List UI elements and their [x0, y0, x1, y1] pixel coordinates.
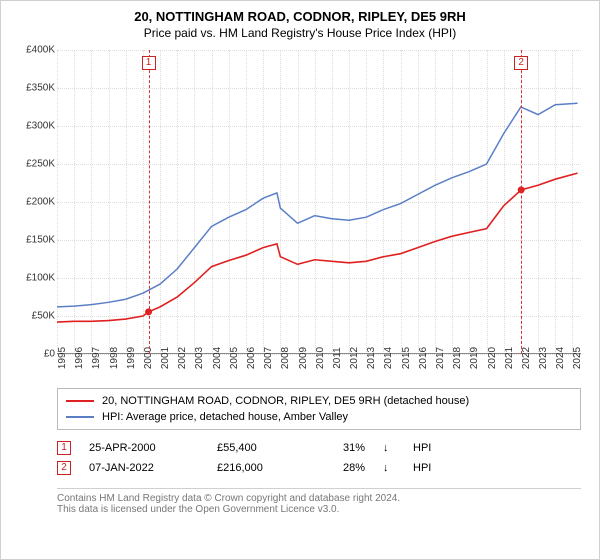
- legend-label: HPI: Average price, detached house, Ambe…: [102, 411, 348, 423]
- event-row-hpi-label: HPI: [413, 462, 431, 474]
- series-line: [57, 103, 578, 307]
- event-row-price: £216,000: [217, 462, 297, 474]
- x-tick-label: 2003: [194, 347, 205, 369]
- chart-container: 20, NOTTINGHAM ROAD, CODNOR, RIPLEY, DE5…: [0, 0, 600, 560]
- y-tick-label: £50K: [15, 311, 55, 322]
- event-row-delta: 31%: [315, 442, 365, 454]
- footer-line-2: This data is licensed under the Open Gov…: [57, 504, 581, 515]
- x-tick-label: 2024: [555, 347, 566, 369]
- down-arrow-icon: ↓: [383, 442, 395, 454]
- down-arrow-icon: ↓: [383, 462, 395, 474]
- x-tick-label: 2016: [418, 347, 429, 369]
- x-tick-label: 2009: [298, 347, 309, 369]
- y-tick-label: £100K: [15, 273, 55, 284]
- x-tick-label: 2006: [246, 347, 257, 369]
- x-tick-label: 2005: [229, 347, 240, 369]
- x-tick-label: 2023: [538, 347, 549, 369]
- y-tick-label: £250K: [15, 159, 55, 170]
- event-row-delta: 28%: [315, 462, 365, 474]
- x-tick-label: 1998: [109, 347, 120, 369]
- event-row-date: 07-JAN-2022: [89, 462, 199, 474]
- title-block: 20, NOTTINGHAM ROAD, CODNOR, RIPLEY, DE5…: [15, 9, 585, 40]
- legend-swatch: [66, 416, 94, 418]
- x-tick-label: 1995: [57, 347, 68, 369]
- event-badge: 2: [514, 56, 528, 70]
- event-row-hpi-label: HPI: [413, 442, 431, 454]
- x-tick-label: 2017: [435, 347, 446, 369]
- event-row-date: 25-APR-2000: [89, 442, 199, 454]
- event-row: 1 25-APR-2000 £55,400 31% ↓ HPI: [57, 438, 581, 458]
- x-tick-label: 2007: [263, 347, 274, 369]
- legend-swatch: [66, 400, 94, 402]
- x-tick-label: 1997: [91, 347, 102, 369]
- x-tick-label: 2013: [366, 347, 377, 369]
- y-tick-label: £350K: [15, 83, 55, 94]
- x-tick-label: 2022: [521, 347, 532, 369]
- x-tick-label: 2002: [177, 347, 188, 369]
- x-tick-label: 2010: [315, 347, 326, 369]
- x-tick-label: 2014: [383, 347, 394, 369]
- footer-attribution: Contains HM Land Registry data © Crown c…: [57, 488, 581, 515]
- x-tick-label: 2019: [469, 347, 480, 369]
- x-tick-label: 2015: [401, 347, 412, 369]
- y-tick-label: £400K: [15, 45, 55, 56]
- x-tick-label: 2011: [332, 347, 343, 369]
- event-row-badge: 2: [57, 461, 71, 475]
- x-tick-label: 2021: [504, 347, 515, 369]
- x-tick-label: 2012: [349, 347, 360, 369]
- x-tick-label: 2008: [280, 347, 291, 369]
- legend-item: HPI: Average price, detached house, Ambe…: [66, 409, 572, 425]
- series-line: [57, 173, 578, 322]
- y-tick-label: £200K: [15, 197, 55, 208]
- x-tick-label: 2004: [212, 347, 223, 369]
- y-tick-label: £0: [15, 349, 55, 360]
- y-tick-label: £150K: [15, 235, 55, 246]
- chart-area: £0 £50K £100K £150K £200K £250K £300K £350K £400…: [15, 46, 587, 382]
- event-badge: 1: [142, 56, 156, 70]
- legend-label: 20, NOTTINGHAM ROAD, CODNOR, RIPLEY, DE5…: [102, 395, 469, 407]
- plot-region: [57, 50, 581, 354]
- legend: 20, NOTTINGHAM ROAD, CODNOR, RIPLEY, DE5…: [57, 388, 581, 430]
- y-tick-label: £300K: [15, 121, 55, 132]
- x-tick-label: 2018: [452, 347, 463, 369]
- legend-item: 20, NOTTINGHAM ROAD, CODNOR, RIPLEY, DE5…: [66, 393, 572, 409]
- event-row-badge: 1: [57, 441, 71, 455]
- event-vertical-line: [149, 50, 150, 354]
- series-lines: [57, 50, 581, 354]
- x-tick-label: 1996: [74, 347, 85, 369]
- event-row-price: £55,400: [217, 442, 297, 454]
- chart-title: 20, NOTTINGHAM ROAD, CODNOR, RIPLEY, DE5…: [15, 9, 585, 24]
- x-tick-label: 2020: [487, 347, 498, 369]
- chart-subtitle: Price paid vs. HM Land Registry's House …: [15, 26, 585, 40]
- x-tick-label: 2025: [572, 347, 583, 369]
- events-table: 1 25-APR-2000 £55,400 31% ↓ HPI 2 07-JAN-2022 £2…: [57, 438, 581, 478]
- event-row: 2 07-JAN-2022 £216,000 28% ↓ HPI: [57, 458, 581, 478]
- x-tick-label: 2001: [160, 347, 171, 369]
- footer-line-1: Contains HM Land Registry data © Crown c…: [57, 493, 581, 504]
- event-vertical-line: [521, 50, 522, 354]
- x-tick-label: 1999: [126, 347, 137, 369]
